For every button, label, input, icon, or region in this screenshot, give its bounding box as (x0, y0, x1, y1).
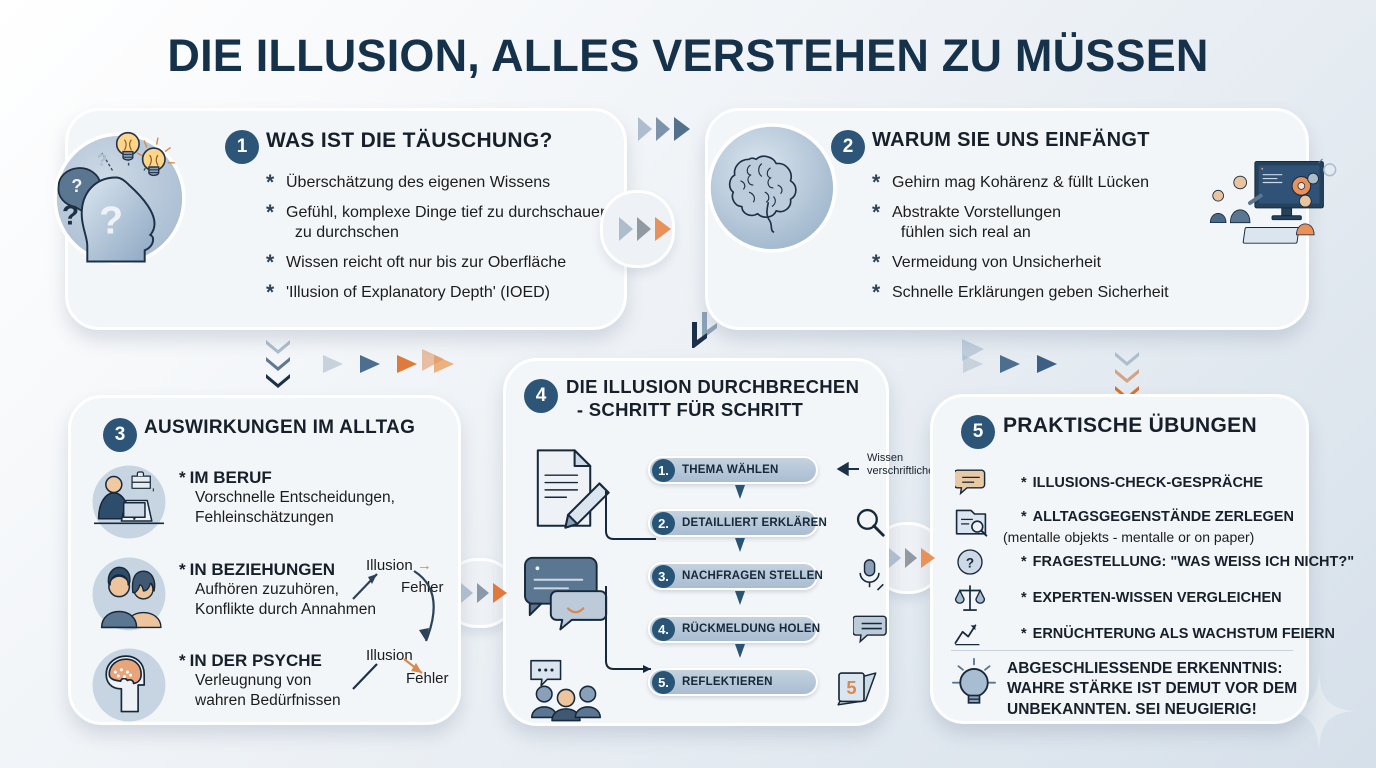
svg-text:?: ? (62, 199, 79, 230)
svg-text:?: ? (99, 200, 123, 243)
svg-text:5: 5 (846, 677, 856, 698)
svg-text:?: ? (97, 151, 107, 170)
svg-text:?: ? (966, 555, 974, 570)
svg-text:?: ? (71, 176, 82, 196)
